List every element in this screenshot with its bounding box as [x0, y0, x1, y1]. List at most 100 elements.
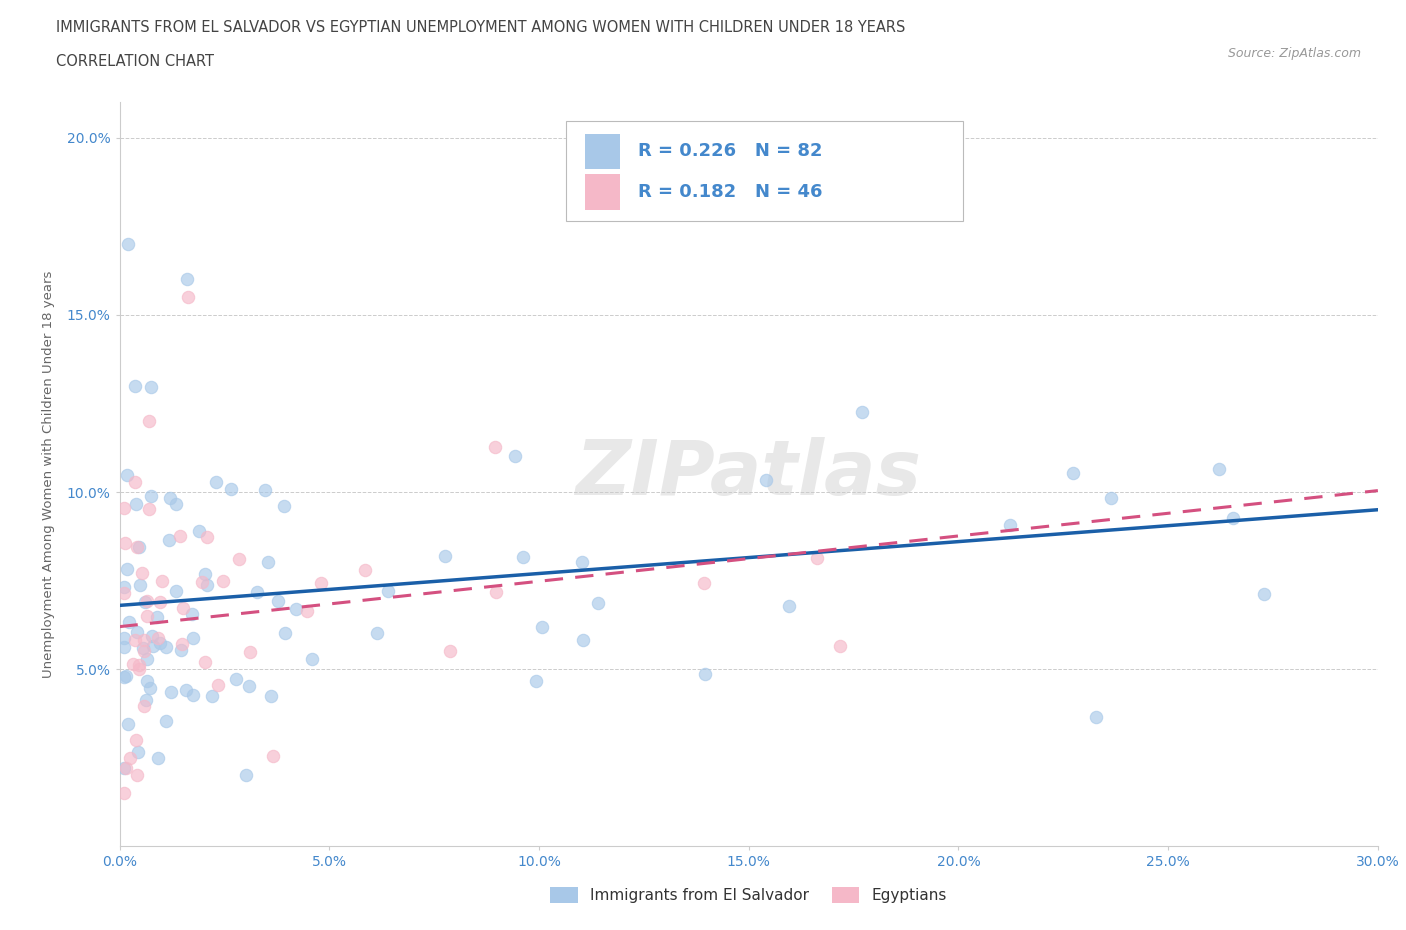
- Point: [181, 606, 204, 621]
- Point: [201, 688, 224, 703]
- Point: [135, 674, 157, 689]
- Point: [129, 578, 152, 592]
- Point: [176, 272, 198, 286]
- Point: [246, 585, 269, 600]
- FancyBboxPatch shape: [585, 175, 620, 210]
- Point: [159, 490, 181, 505]
- Point: [571, 554, 593, 569]
- Point: [134, 595, 156, 610]
- Point: [120, 751, 142, 765]
- Point: [148, 631, 170, 646]
- Point: [149, 594, 172, 609]
- Point: [139, 489, 162, 504]
- Point: [588, 596, 610, 611]
- Point: [755, 472, 778, 487]
- Point: [135, 609, 157, 624]
- Point: [693, 666, 716, 681]
- Point: [131, 565, 153, 580]
- Point: [259, 689, 281, 704]
- Point: [484, 439, 506, 454]
- Point: [117, 717, 139, 732]
- Point: [114, 669, 136, 684]
- Point: [262, 749, 284, 764]
- Point: [485, 585, 508, 600]
- Point: [125, 625, 148, 640]
- Point: [136, 594, 159, 609]
- Text: IMMIGRANTS FROM EL SALVADOR VS EGYPTIAN UNEMPLOYMENT AMONG WOMEN WITH CHILDREN U: IMMIGRANTS FROM EL SALVADOR VS EGYPTIAN …: [56, 20, 905, 35]
- Point: [155, 714, 177, 729]
- Point: [124, 632, 146, 647]
- Point: [205, 474, 228, 489]
- Point: [112, 670, 135, 684]
- FancyBboxPatch shape: [567, 121, 963, 221]
- Point: [181, 631, 204, 645]
- Point: [257, 554, 280, 569]
- Point: [112, 639, 135, 654]
- Point: [309, 576, 332, 591]
- Point: [117, 236, 139, 251]
- Point: [1101, 490, 1123, 505]
- Legend: Immigrants from El Salvador, Egyptians: Immigrants from El Salvador, Egyptians: [544, 881, 953, 910]
- Point: [830, 639, 852, 654]
- Point: [221, 482, 243, 497]
- Point: [285, 602, 308, 617]
- Point: [165, 583, 187, 598]
- Point: [115, 761, 138, 776]
- Point: [132, 632, 155, 647]
- Point: [1208, 462, 1230, 477]
- Point: [125, 539, 148, 554]
- Point: [434, 549, 457, 564]
- Point: [115, 468, 138, 483]
- Point: [138, 501, 160, 516]
- FancyBboxPatch shape: [585, 134, 620, 169]
- Point: [118, 615, 141, 630]
- Point: [1222, 511, 1244, 525]
- Point: [1085, 710, 1108, 724]
- Point: [239, 644, 262, 659]
- Point: [165, 497, 187, 512]
- Point: [572, 632, 595, 647]
- Point: [139, 380, 162, 395]
- Point: [207, 677, 229, 692]
- Point: [149, 635, 172, 650]
- Point: [273, 498, 295, 513]
- Point: [169, 642, 191, 657]
- Point: [267, 593, 290, 608]
- Point: [112, 631, 135, 645]
- Point: [235, 768, 257, 783]
- Point: [806, 551, 828, 565]
- Point: [228, 551, 250, 566]
- Point: [366, 626, 388, 641]
- Point: [145, 609, 167, 624]
- Point: [377, 583, 399, 598]
- Point: [505, 448, 527, 463]
- Point: [693, 576, 716, 591]
- Point: [1062, 466, 1084, 481]
- Point: [238, 678, 260, 693]
- Text: ZIPatlas: ZIPatlas: [575, 437, 922, 512]
- Point: [354, 563, 377, 578]
- Text: R = 0.182   N = 46: R = 0.182 N = 46: [638, 183, 823, 201]
- Point: [512, 550, 534, 565]
- Point: [439, 644, 461, 658]
- Point: [778, 599, 800, 614]
- Point: [121, 657, 143, 671]
- Point: [181, 687, 204, 702]
- Point: [134, 644, 156, 658]
- Point: [157, 532, 180, 547]
- Text: CORRELATION CHART: CORRELATION CHART: [56, 54, 214, 69]
- Point: [195, 578, 218, 592]
- Point: [127, 745, 149, 760]
- Point: [169, 528, 191, 543]
- Point: [150, 574, 173, 589]
- Point: [127, 768, 149, 783]
- Point: [197, 530, 219, 545]
- Point: [851, 405, 873, 419]
- Point: [128, 658, 150, 672]
- Y-axis label: Unemployment Among Women with Children Under 18 years: Unemployment Among Women with Children U…: [42, 271, 55, 678]
- Point: [524, 673, 547, 688]
- Point: [194, 655, 217, 670]
- Point: [124, 474, 146, 489]
- Point: [191, 575, 214, 590]
- Point: [138, 680, 160, 695]
